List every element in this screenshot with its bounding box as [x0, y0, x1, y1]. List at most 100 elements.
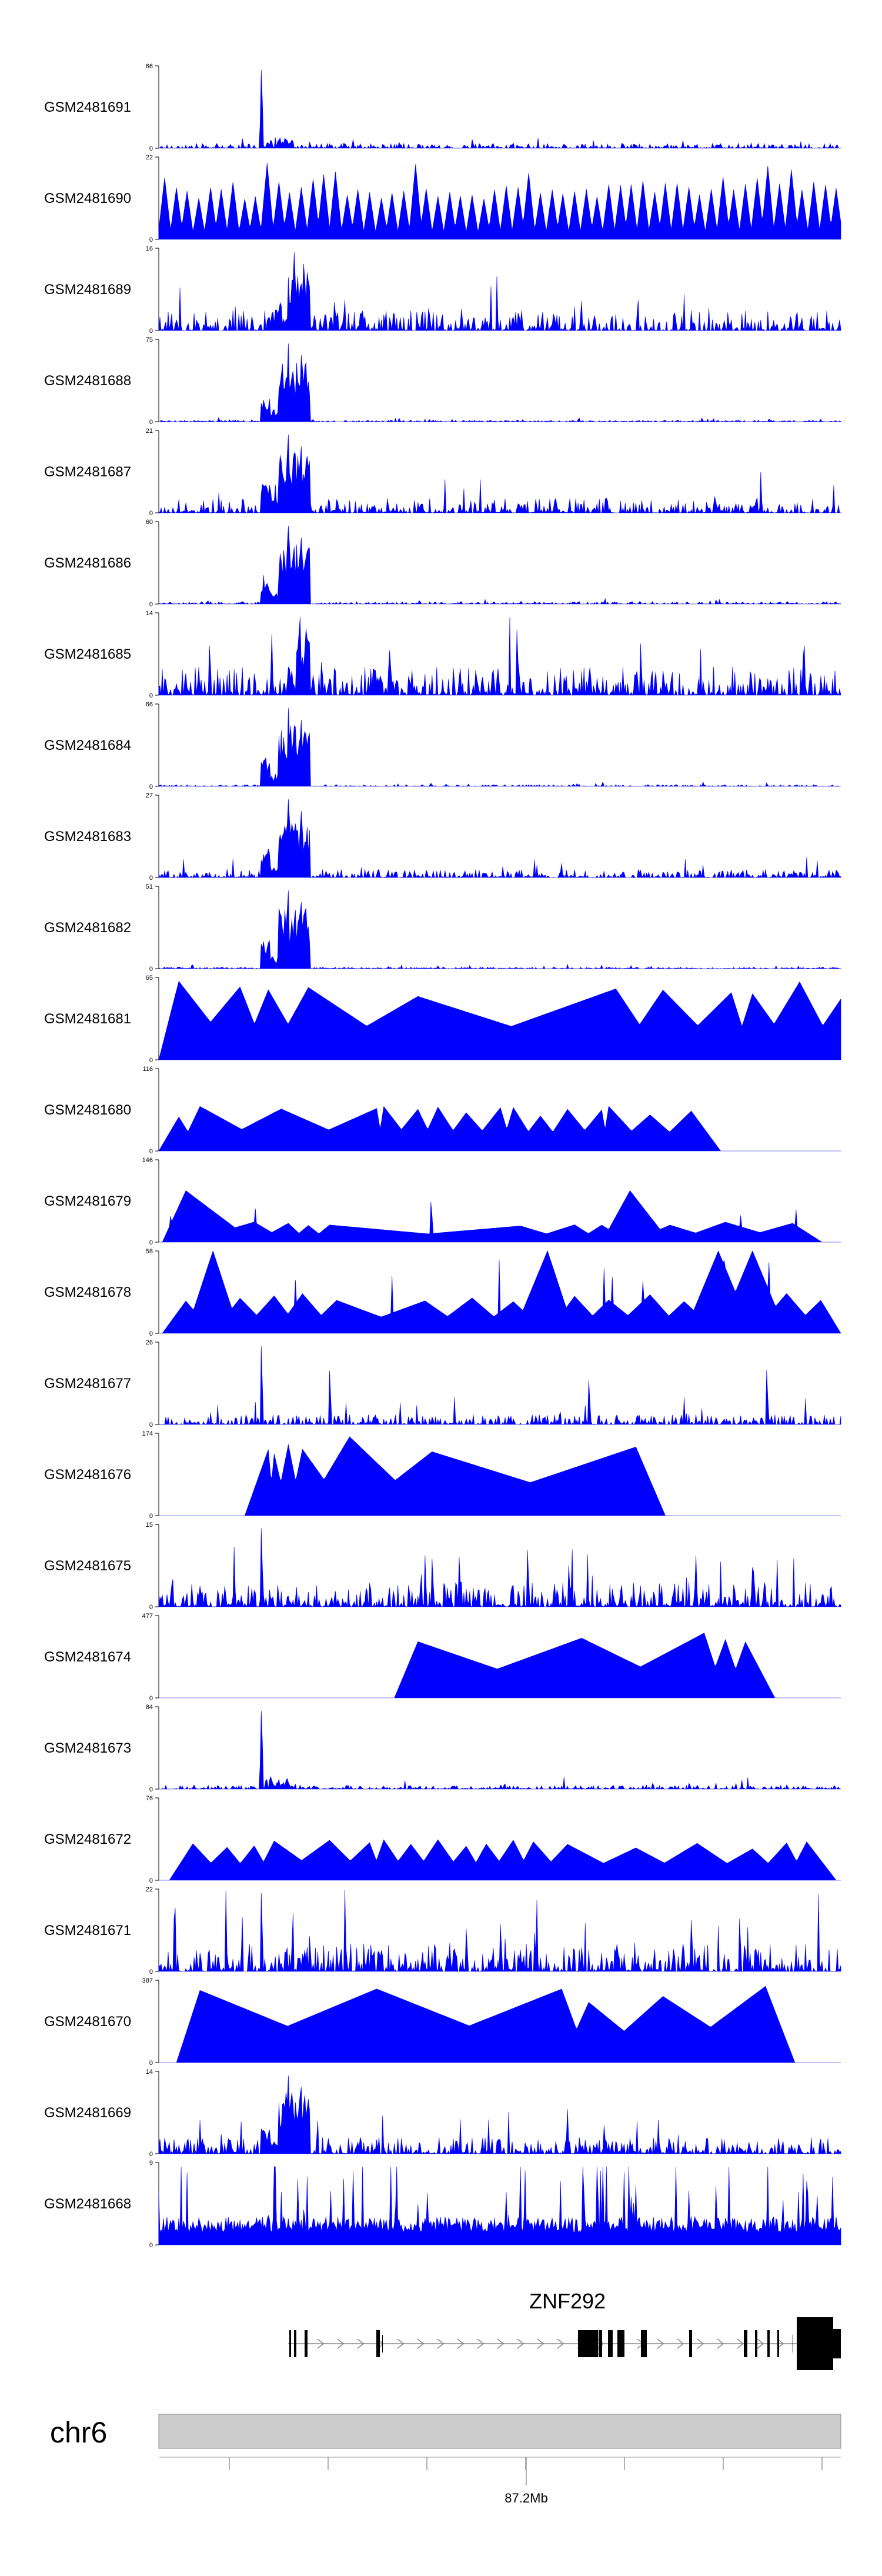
signal-area	[158, 799, 841, 879]
y-max-label: 60	[146, 519, 153, 526]
y-max-label: 14	[146, 2068, 153, 2076]
track-label: GSM2481691	[44, 99, 131, 115]
track-label: GSM2481682	[44, 920, 131, 936]
gene-exon	[578, 2330, 598, 2357]
y-min-label: 0	[149, 1695, 153, 1702]
y-max-label: 58	[146, 1248, 153, 1255]
gene-exon	[294, 2330, 296, 2357]
track-label: GSM2481673	[44, 1740, 131, 1756]
strand-arrow	[497, 2338, 505, 2349]
y-max-label: 22	[146, 1886, 153, 1893]
strand-arrow	[437, 2338, 445, 2349]
track-label: GSM2481684	[44, 738, 131, 753]
track-label: GSM2481689	[44, 282, 131, 298]
track-label: GSM2481688	[44, 373, 131, 389]
track-label: GSM2481690	[44, 191, 131, 206]
gene-utr	[382, 2335, 383, 2353]
track-label: GSM2481672	[44, 1831, 131, 1847]
gene-exon	[777, 2330, 779, 2357]
signal-area	[158, 525, 841, 605]
track-label: GSM2481679	[44, 1193, 131, 1209]
gene-exon	[376, 2330, 380, 2357]
track-GSM2481689: GSM2481689 16 0	[44, 245, 841, 335]
signal-area	[159, 1190, 841, 1243]
y-max-label: 84	[146, 1704, 153, 1711]
y-max-label: 26	[146, 1339, 153, 1346]
y-min-label: 0	[149, 236, 153, 243]
track-label: GSM2481681	[44, 1011, 131, 1027]
track-GSM2481673: GSM2481673 84 0	[44, 1704, 841, 1793]
chromosome-band	[158, 2414, 841, 2449]
signal-area	[159, 1839, 841, 1881]
y-max-label: 22	[146, 154, 153, 161]
signal-area	[158, 980, 841, 1060]
gene-exon	[599, 2330, 602, 2357]
signal-area	[159, 1986, 841, 2063]
strand-arrow	[397, 2338, 405, 2349]
signal-area	[158, 890, 841, 969]
strand-arrow	[477, 2338, 485, 2349]
signal-area	[158, 708, 841, 787]
gene-exon	[641, 2330, 647, 2357]
signal-area	[159, 1633, 841, 1699]
y-max-label: 76	[146, 1795, 153, 1802]
gene-exon	[689, 2330, 692, 2357]
y-min-label: 0	[149, 419, 153, 426]
coordinate-label: 87.2Mb	[505, 2491, 547, 2505]
strand-arrow	[417, 2338, 425, 2349]
track-label: GSM2481677	[44, 1376, 131, 1392]
gene-utr-end	[833, 2329, 841, 2358]
track-GSM2481675: GSM2481675 15 0	[44, 1521, 841, 1611]
gene-exon-last	[797, 2317, 833, 2370]
y-max-label: 387	[142, 1977, 153, 1984]
y-max-label: 174	[142, 1430, 153, 1437]
y-min-label: 0	[149, 1786, 153, 1793]
y-min-label: 0	[149, 2060, 153, 2067]
signal-area	[158, 1528, 841, 1608]
track-GSM2481670: GSM2481670 387 0	[44, 1977, 841, 2067]
y-min-label: 0	[149, 1148, 153, 1155]
gene-exon	[608, 2330, 613, 2357]
track-GSM2481684: GSM2481684 66 0	[44, 701, 841, 790]
y-max-label: 75	[146, 336, 153, 343]
signal-area	[158, 1106, 841, 1152]
strand-arrow	[737, 2338, 744, 2349]
y-max-label: 9	[149, 2160, 153, 2167]
y-min-label: 0	[149, 2242, 153, 2249]
signal-area	[158, 1710, 841, 1790]
strand-arrow	[337, 2338, 345, 2349]
y-max-label: 65	[146, 975, 153, 982]
y-min-label: 0	[149, 328, 153, 335]
track-label: GSM2481676	[44, 1467, 131, 1483]
strand-arrow	[757, 2338, 764, 2349]
signal-area	[158, 434, 841, 514]
signal-area	[158, 69, 841, 149]
track-GSM2481686: GSM2481686 60 0	[44, 519, 841, 608]
track-label: GSM2481686	[44, 555, 131, 571]
track-label: GSM2481669	[44, 2105, 131, 2121]
track-GSM2481680: GSM2481680 116 0	[44, 1066, 841, 1155]
signal-area	[158, 1890, 841, 1973]
track-label: GSM2481674	[44, 1649, 131, 1665]
y-min-label: 0	[149, 1330, 153, 1337]
gene-model: ZNF292	[288, 2289, 841, 2370]
y-max-label: 14	[146, 610, 153, 617]
signal-area	[158, 2075, 841, 2155]
y-max-label: 51	[146, 883, 153, 890]
y-min-label: 0	[149, 2151, 153, 2158]
y-min-label: 0	[149, 1057, 153, 1064]
gene-exon	[305, 2330, 308, 2357]
track-label: GSM2481675	[44, 1558, 131, 1574]
y-max-label: 146	[142, 1157, 153, 1164]
track-GSM2481679: GSM2481679 146 0	[44, 1157, 841, 1246]
y-min-label: 0	[149, 1513, 153, 1520]
y-min-label: 0	[149, 875, 153, 882]
y-max-label: 16	[146, 245, 153, 252]
strand-arrow	[457, 2338, 465, 2349]
signal-area	[159, 1436, 841, 1516]
y-max-label: 66	[146, 63, 153, 70]
strand-arrow	[697, 2338, 704, 2349]
track-label: GSM2481680	[44, 1102, 131, 1118]
track-GSM2481683: GSM2481683 27 0	[44, 792, 841, 882]
